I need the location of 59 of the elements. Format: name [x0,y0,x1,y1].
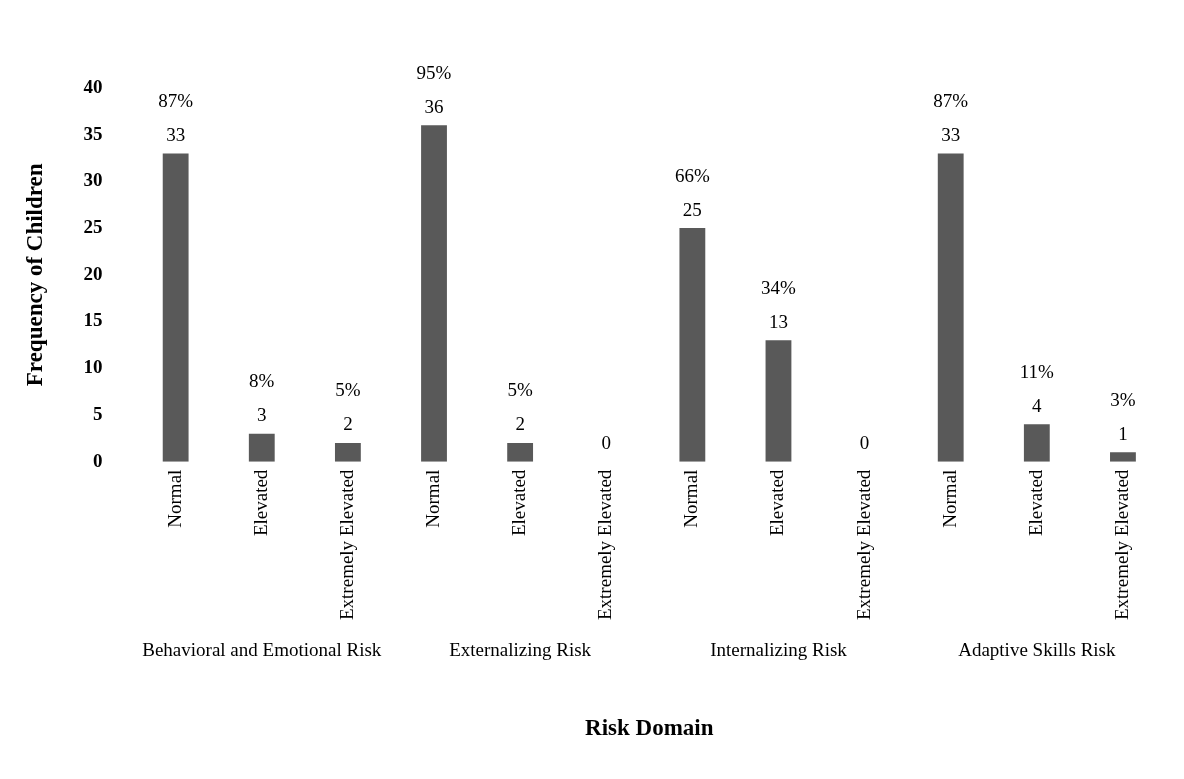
bar [679,228,706,462]
text: Internalizing Risk [710,639,848,661]
bar [162,153,189,462]
text: Externalizing Risk [449,639,592,661]
x-tick-label: Extremely Elevated [594,469,616,621]
y-tick-label: 30 [83,169,103,191]
bar [1023,424,1050,462]
y-tick-label: 0 [93,449,103,471]
data-label: 0 [601,432,611,454]
bar [507,442,534,462]
data-label: 4 [1032,394,1043,416]
annotation: 5% [507,379,533,401]
y-tick-label: 40 [83,75,103,97]
data-label: 0 [859,432,870,454]
y-tick-label: 20 [83,262,103,284]
bar [334,442,361,462]
x-tick-label: Extremely Elevated [335,469,357,621]
text: Behavioral and Emotional Risk [142,639,382,661]
text: Adaptive Skills Risk [958,639,1116,661]
x-tick-label: Extremely Elevated [1110,469,1132,621]
x-tick-label: Normal [938,469,960,528]
annotation: 5% [335,379,361,401]
annotation: 66% [674,164,710,186]
data-label: 2 [343,413,353,435]
data-label: 33 [166,123,186,145]
x-axis-title: Risk Domain [585,715,714,741]
bar [937,153,964,462]
x-tick-label: Normal [680,469,702,528]
y-tick-label: 35 [83,122,103,144]
text: 95% [416,61,452,83]
data-label: 25 [682,198,702,220]
annotation: 8% [249,370,275,392]
annotation: 87% [933,89,969,111]
y-axis-title: Frequency of Children [21,163,47,387]
annotation: 11% [1019,360,1055,382]
y-tick-label: 10 [83,356,103,378]
x-tick-label: Normal [421,469,443,528]
data-label: 3 [257,404,267,426]
data-label: 13 [768,310,788,332]
y-tick-label: 25 [83,216,103,238]
bar [765,340,792,462]
annotation: 3% [1110,388,1136,410]
annotation: 34% [761,276,797,298]
x-tick-label: Normal [163,469,185,528]
data-label: 33 [941,123,961,145]
y-tick-label: 5 [93,402,103,424]
data-label: 1 [1118,422,1128,444]
y-tick-label: 15 [83,309,103,331]
x-tick-label: Extremely Elevated [852,469,874,621]
x-tick-label: Elevated [508,469,530,537]
annotation: 87% [158,89,194,111]
x-tick-label: Elevated [1024,469,1046,537]
bar [1110,452,1136,462]
x-tick-label: Elevated [766,469,788,537]
data-label: 2 [515,413,525,435]
bar [421,125,447,462]
bar [248,433,275,462]
x-tick-label: Elevated [249,469,271,537]
data-label: 36 [424,95,444,117]
